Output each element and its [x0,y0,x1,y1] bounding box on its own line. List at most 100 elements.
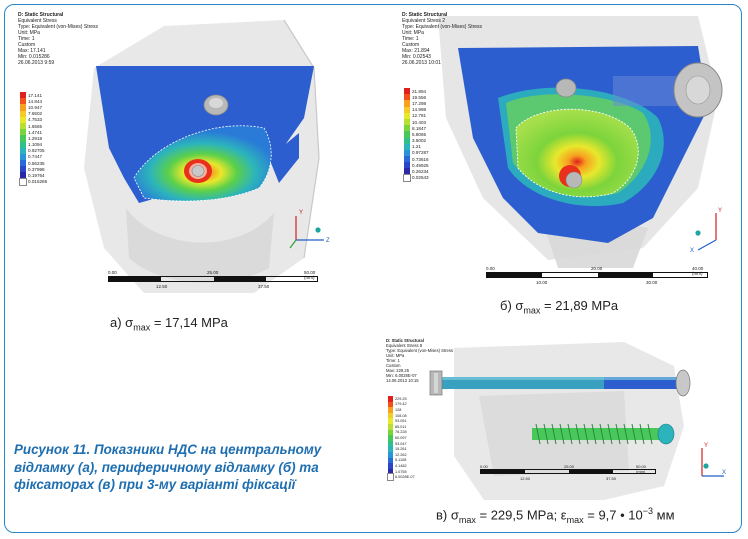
legend-label: 1.4741 [28,129,43,135]
legend-label: 0.73616 [412,156,429,162]
legend-swatch [20,98,26,105]
legend-row: 0.26234 [404,168,429,175]
legend-swatch [388,457,393,464]
legend-swatch [20,153,26,161]
scale-segment-dark [109,277,161,281]
scale-bar [108,276,318,282]
legend-label: 21.894 [412,88,427,94]
legend-label: 17.141 [28,92,43,98]
legend-row: 17.298 [404,100,429,107]
legend-row: 12.781 [404,112,429,119]
legend-label: 10.403 [412,119,427,125]
panel-a-axis-y: Y [299,210,303,216]
legend-label: 0.7447 [28,154,43,160]
legend-row: 19.556 [404,94,429,101]
legend-row: 1.6565 [20,122,47,130]
legend-row: 1.4741 [20,129,47,136]
header-line: Equivalent Stress 8 [386,343,423,348]
header-line: Max: 21.894 [402,48,430,54]
legend-label: 14.844 [28,98,43,104]
legend-swatch [20,92,26,99]
legend-row: 108.08 [388,412,415,419]
legend-row: 60.097 [388,435,415,441]
header-line: Unit: MPa [386,353,405,358]
legend-row: 128 [388,407,415,413]
legend-swatch [404,94,410,101]
legend-label: 4.7533 [28,117,43,123]
panel-c-caption: в) σmax = 229,5 MPa; εmax = 9,7 • 10−3 м… [436,506,675,525]
scale-label: 37.50 [258,284,270,289]
legend-label: 53.047 [395,441,407,446]
legend-row: 0.015286 [19,177,48,186]
legend-swatch [404,168,410,175]
header-line: Max: 17.141 [18,48,46,54]
legend-swatch [388,418,393,424]
legend-swatch [404,162,410,169]
panel-b-axis-y: Y [718,208,722,214]
legend-label: 108.08 [395,413,407,418]
legend-swatch [404,143,410,150]
legend-row: 0.37998 [20,166,47,173]
legend-label: 0.015286 [28,179,48,185]
legend-swatch [388,407,393,413]
header-line: D: Static Structural [18,12,64,18]
legend-row: 12.262 [388,451,415,458]
panel-b-render: Y X [438,16,723,268]
legend-label: 76.228 [395,430,407,435]
panel-a-render: Y Z [84,19,330,293]
legend-row: 0.73616 [404,156,429,163]
scale-bar [486,272,708,278]
legend-row: 5.1108 [388,457,415,464]
header-line: D: Static Structural [386,338,424,343]
legend-row: 21.894 [404,88,429,95]
legend-row: 6.0028E-07 [387,473,415,481]
legend-row: 76.228 [388,429,415,436]
legend-row: 5.8065 [404,131,429,138]
legend-swatch [404,156,410,163]
legend-row: 4.1482 [388,463,415,469]
legend-swatch [20,122,26,130]
scale-label: 40.00 (mm) [692,266,704,276]
legend-swatch [388,451,393,458]
legend-label: 14.998 [412,107,427,113]
legend-swatch [404,137,410,144]
legend-swatch [404,88,410,95]
scale-label: 0.00 [486,266,495,271]
legend-swatch [20,166,26,173]
header-line: Custom [402,42,420,48]
header-line: 14.06.2013 10:15 [386,378,419,383]
legend-swatch [20,141,26,148]
legend-row: 0.19764 [20,172,47,179]
scale-label: 25.00 [564,464,575,469]
legend-label: 0.19764 [28,173,45,179]
legend-row: 3.5002 [404,137,429,144]
legend-label: 0.02543 [412,175,429,181]
legend-label: 93.051 [395,419,407,424]
scale-segment-dark [569,470,613,473]
header-line: Equivalent Stress 2 [402,18,446,24]
legend-swatch [20,135,26,142]
legend-swatch [403,173,411,182]
legend-swatch [404,118,410,126]
panel-a-header: D: Static Structural Equivalent Stress T… [18,12,98,66]
legend-swatch [404,100,410,107]
legend-swatch [20,110,26,117]
legend-label: 4.1482 [395,463,407,468]
header-line: 26.06.2013 10:01 [402,60,441,66]
legend-row: 229.25 [388,396,415,402]
legend-swatch [404,125,410,132]
scale-segment-dark [487,273,542,277]
panel-a: Y Z D: Static Structural Equivalent Stre… [14,8,334,298]
scale-label: 25.00 [207,270,219,275]
panel-c-legend: 229.25 179.42 128 108.08 93.051 85.011 76.228 6… [387,396,415,481]
scale-label: 0.00 [480,464,488,469]
scale-label: 10.00 [536,280,548,285]
legend-label: 60.097 [395,435,407,440]
legend-label: 179.42 [395,402,407,407]
legend-label: 0.26234 [412,169,429,175]
legend-swatch [20,147,26,154]
panel-b-caption: б) σmax = 21,89 MPa [500,298,619,316]
legend-swatch [388,412,393,419]
legend-label: 1.21 [412,144,421,150]
legend-label: 0.97287 [412,150,429,156]
